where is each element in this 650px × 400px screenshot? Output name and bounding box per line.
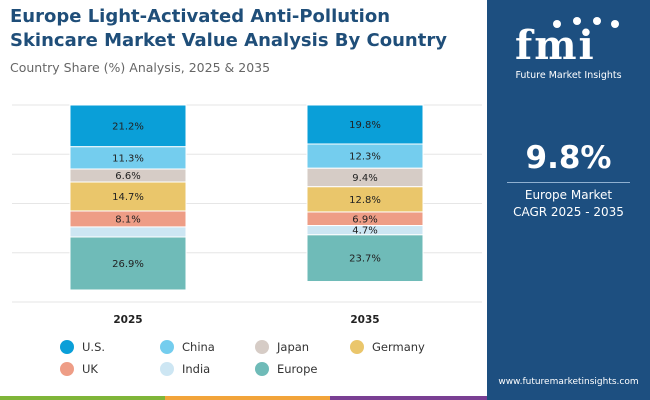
legend-item: Japan	[255, 340, 309, 354]
x-tick-label: 2035	[350, 314, 379, 326]
data-label: 8.1%	[115, 214, 140, 225]
data-label: 19.8%	[349, 120, 381, 131]
bar-segment-europe	[306, 234, 424, 283]
logo-dot-icon	[553, 20, 561, 28]
divider	[507, 182, 630, 183]
bottom-accent-bar	[330, 396, 487, 400]
bar-segment-germany	[306, 186, 424, 213]
cagr-label-line1: Europe Market	[524, 188, 613, 202]
bar-segment-europe	[69, 236, 187, 291]
data-label: 12.3%	[349, 152, 381, 163]
legend-item: UK	[60, 362, 98, 376]
data-label: 6.6%	[115, 171, 140, 182]
legend-swatch	[160, 340, 174, 354]
logo-mark: fmi	[515, 22, 596, 69]
data-label: 14.7%	[112, 192, 144, 203]
data-label: 21.2%	[112, 121, 144, 132]
cagr-value: 9.8%	[525, 140, 612, 176]
data-label: 26.9%	[112, 259, 144, 270]
bar-segment-china	[306, 143, 424, 169]
chart-legend: U.S. China Japan Germany UK India Europe	[60, 340, 470, 390]
bar-segment-india	[69, 226, 187, 238]
data-label: 6.9%	[352, 214, 377, 225]
legend-item: India	[160, 362, 210, 376]
bottom-accent-bar	[165, 396, 330, 400]
legend-label: Europe	[277, 362, 318, 376]
legend-item: China	[160, 340, 215, 354]
logo-text: Future Market Insights	[515, 70, 622, 81]
x-tick-label: 2025	[113, 314, 142, 326]
stacked-bar-chart: 21.2% 11.3% 6.6% 14.7% 8.1% 26.9% 2025 19.8% 12.…	[12, 104, 482, 326]
legend-label: India	[182, 362, 211, 376]
legend-label: UK	[82, 362, 98, 376]
data-label: 9.4%	[352, 173, 377, 184]
logo-dot-icon	[593, 17, 601, 25]
legend-item: U.S.	[60, 340, 105, 354]
legend-label: China	[182, 340, 215, 354]
legend-item: Germany	[350, 340, 425, 354]
logo-dot-icon	[611, 20, 619, 28]
legend-item: Europe	[255, 362, 317, 376]
legend-swatch	[160, 362, 174, 376]
data-label: 23.7%	[349, 254, 381, 265]
legend-swatch	[60, 362, 74, 376]
legend-swatch	[255, 340, 269, 354]
chart-subtitle: Country Share (%) Analysis, 2025 & 2035	[10, 60, 271, 75]
legend-label: U.S.	[82, 340, 106, 354]
cagr-label-line2: CAGR 2025 - 2035	[513, 205, 624, 219]
chart-title: Europe Light-Activated Anti-Pollution Sk…	[10, 6, 447, 51]
legend-swatch	[255, 362, 269, 376]
company-logo: fmi Future Market Insights	[487, 12, 650, 81]
legend-label: Germany	[372, 340, 425, 354]
side-panel: fmi Future Market Insights 9.8% Europe M…	[487, 0, 650, 400]
legend-swatch	[60, 340, 74, 354]
bar-segment-germany	[69, 181, 187, 212]
data-label: 11.3%	[112, 153, 144, 164]
logo-dot-icon	[573, 17, 581, 25]
data-label: 12.8%	[349, 195, 381, 206]
cagr-label: Europe Market CAGR 2025 - 2035	[487, 187, 650, 221]
bottom-accent-bar	[0, 396, 165, 400]
legend-label: Japan	[277, 340, 310, 354]
website-link[interactable]: www.futuremarketinsights.com	[498, 377, 639, 387]
data-label: 4.7%	[352, 226, 377, 237]
bar-segment-us	[306, 104, 424, 145]
bar-segment-us	[69, 104, 187, 148]
legend-swatch	[350, 340, 364, 354]
